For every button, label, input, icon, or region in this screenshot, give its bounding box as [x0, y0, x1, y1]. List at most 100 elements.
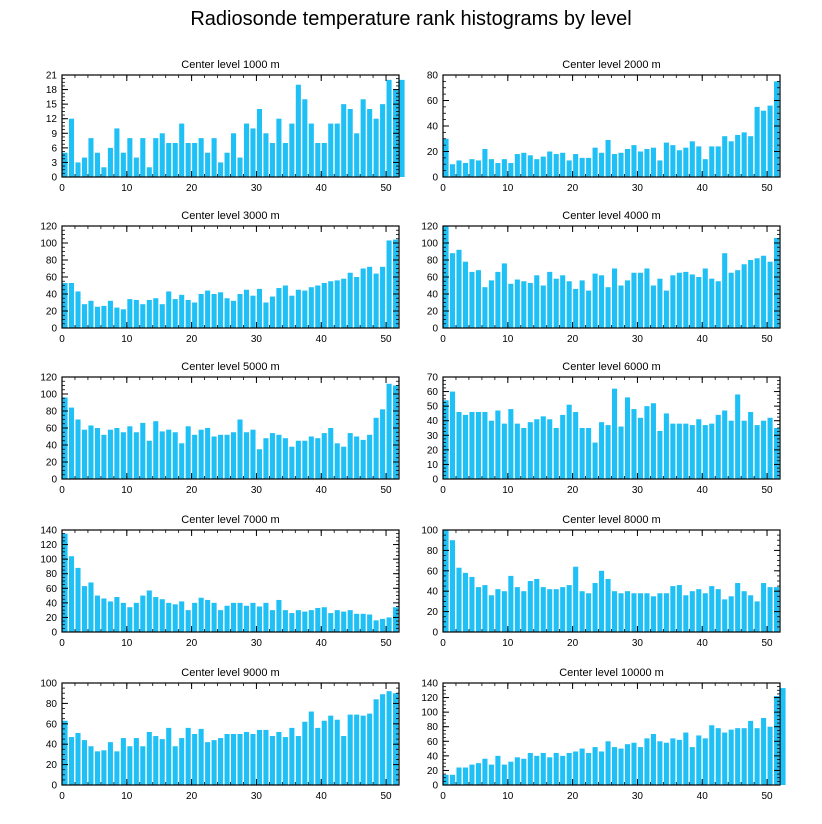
histogram-bar — [722, 732, 728, 785]
histogram-bar — [735, 728, 741, 785]
y-tick-label: 20 — [427, 445, 439, 456]
histogram-bar — [263, 729, 269, 785]
histogram-bar — [663, 593, 669, 632]
histogram-bar — [624, 397, 631, 479]
histogram-bar — [508, 761, 514, 785]
histogram-bar — [205, 290, 211, 328]
histogram-bar — [146, 440, 152, 479]
histogram-bar — [508, 409, 514, 479]
histogram-bar — [308, 711, 314, 785]
histogram-bar — [508, 575, 514, 632]
histogram-bar — [328, 428, 334, 479]
y-tick-label: 60 — [427, 737, 439, 748]
histogram-bar — [166, 143, 172, 177]
y-tick-label: 40 — [46, 598, 58, 609]
y-tick-label: 80 — [46, 569, 58, 580]
histogram-bar — [205, 742, 211, 785]
x-tick-label: 20 — [186, 485, 198, 496]
y-tick-label: 60 — [427, 273, 439, 284]
histogram-bar — [218, 434, 224, 479]
histogram-bar — [302, 611, 308, 632]
y-tick-label: 60 — [46, 584, 58, 595]
x-tick-label: 50 — [380, 183, 392, 194]
histogram-bar — [81, 429, 88, 479]
histogram-bar — [612, 591, 618, 632]
histogram-bar — [360, 439, 366, 479]
histogram-bar — [256, 729, 262, 785]
histogram-bar — [295, 610, 301, 632]
panel-title: Center level 8000 m — [562, 514, 660, 526]
histogram-bar — [475, 587, 481, 632]
histogram-bar — [282, 610, 288, 632]
histogram-bar — [579, 748, 585, 785]
histogram-bar — [224, 298, 230, 328]
histogram-bar — [482, 287, 488, 328]
histogram-bar — [133, 299, 139, 328]
y-tick-label: 40 — [46, 441, 58, 452]
histogram-bar — [741, 132, 747, 178]
histogram-bar — [722, 136, 728, 177]
histogram-bar — [527, 155, 533, 177]
histogram-bar — [114, 751, 120, 785]
histogram-bar — [192, 302, 198, 328]
y-tick-label: 21 — [46, 71, 58, 82]
histogram-bar — [172, 143, 178, 177]
histogram-bar — [715, 146, 721, 177]
histogram-bar — [341, 104, 347, 177]
histogram-bar — [367, 614, 373, 632]
histogram-bar — [308, 436, 314, 479]
histogram-bar — [469, 576, 475, 632]
histogram-bar — [676, 150, 682, 177]
histogram-bar — [243, 605, 250, 632]
histogram-bar — [256, 449, 262, 479]
histogram-bar — [243, 432, 250, 479]
x-tick-label: 50 — [761, 791, 773, 802]
histogram-bar — [683, 595, 689, 632]
histogram-bar — [224, 152, 230, 177]
histogram-bar — [514, 423, 520, 479]
histogram-bar — [68, 282, 75, 328]
histogram-bar — [380, 266, 386, 328]
histogram-bar — [761, 717, 767, 785]
histogram-bar — [282, 285, 288, 328]
histogram-bar — [657, 278, 663, 328]
histogram-bar — [566, 404, 572, 479]
histogram-bar — [767, 726, 773, 785]
histogram-bar — [192, 434, 198, 479]
x-tick-label: 20 — [567, 485, 579, 496]
histogram-bar — [360, 715, 366, 785]
y-tick-label: 20 — [427, 147, 439, 158]
x-tick-label: 10 — [121, 791, 133, 802]
histogram-bar — [514, 279, 520, 328]
histogram-bar — [774, 237, 780, 328]
histogram-bar — [449, 774, 456, 785]
histogram-bar — [676, 423, 682, 479]
histogram-bar — [728, 729, 734, 785]
histogram-bar — [761, 255, 767, 328]
histogram-bar — [393, 607, 399, 632]
histogram-bar — [670, 423, 676, 479]
histogram-bar — [269, 610, 275, 632]
histogram-panel: Center level 9000 m 0 10 20 30 40 50 0 20 40 60 80 1… — [40, 667, 400, 802]
y-tick-label: 80 — [427, 722, 439, 733]
y-tick-label: 6 — [51, 143, 57, 154]
histogram-bar — [534, 159, 540, 177]
histogram-bar — [534, 755, 540, 785]
histogram-bar — [192, 602, 198, 632]
histogram-bar — [159, 431, 165, 479]
histogram-bar — [321, 720, 327, 785]
histogram-bar — [482, 148, 488, 177]
histogram-bar — [360, 99, 366, 177]
x-tick-label: 40 — [316, 791, 328, 802]
histogram-bar — [456, 249, 462, 328]
histogram-bar — [657, 430, 663, 479]
histogram-bar — [315, 285, 321, 328]
x-tick-label: 0 — [440, 334, 446, 345]
histogram-bar — [579, 280, 585, 328]
x-tick-label: 20 — [186, 638, 198, 649]
histogram-bar — [540, 587, 546, 632]
histogram-bar — [702, 425, 708, 479]
histogram-bar — [618, 152, 624, 177]
histogram-bar — [360, 268, 366, 328]
histogram-bar — [120, 432, 126, 479]
